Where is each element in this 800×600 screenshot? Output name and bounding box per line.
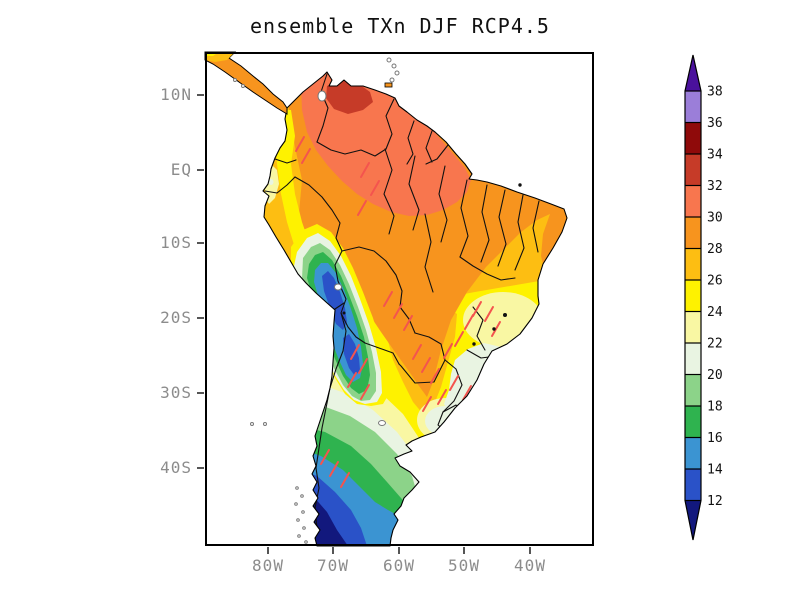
central-america (204, 51, 288, 115)
coastline (262, 71, 568, 547)
lon-label-70w: 70W (317, 556, 349, 575)
lat-tick (197, 467, 204, 469)
lat-tick (197, 317, 204, 319)
svg-text:28: 28 (707, 242, 723, 257)
lon-tick (463, 547, 465, 554)
lon-label-60w: 60W (383, 556, 415, 575)
lat-tick (197, 392, 204, 394)
colorbar: 38 36 34 32 30 28 26 24 22 20 18 16 14 1… (684, 54, 723, 541)
lakes (317, 90, 522, 426)
map-frame (205, 52, 594, 546)
svg-text:36: 36 (707, 116, 723, 131)
svg-text:18: 18 (707, 400, 723, 415)
lat-tick (197, 169, 204, 171)
lon-tick (529, 547, 531, 554)
lat-label-10n: 10N (160, 85, 192, 104)
lon-label-50w: 50W (448, 556, 480, 575)
lat-label-20s: 20S (160, 308, 192, 327)
lon-label-40w: 40W (514, 556, 546, 575)
lon-tick (267, 547, 269, 554)
lon-label-80w: 80W (252, 556, 284, 575)
svg-text:14: 14 (707, 463, 723, 478)
svg-text:32: 32 (707, 179, 723, 194)
svg-text:12: 12 (707, 494, 723, 509)
colorbar-under-triangle (685, 500, 701, 540)
colorbar-outline (684, 54, 702, 541)
lon-tick (398, 547, 400, 554)
svg-text:34: 34 (707, 148, 723, 163)
svg-text:22: 22 (707, 337, 723, 352)
svg-text:24: 24 (707, 305, 723, 320)
islands (250, 57, 400, 544)
lat-label-40s: 40S (160, 458, 192, 477)
lat-label-30s: 30S (160, 383, 192, 402)
svg-text:16: 16 (707, 431, 723, 446)
svg-text:20: 20 (707, 368, 723, 383)
lon-tick (332, 547, 334, 554)
lat-label-10s: 10S (160, 233, 192, 252)
lat-label-eq: EQ (170, 160, 192, 179)
svg-text:38: 38 (707, 85, 723, 100)
map-panel (204, 51, 594, 547)
hatch-marks (295, 136, 501, 488)
contour-fills (263, 72, 567, 546)
svg-text:26: 26 (707, 274, 723, 289)
trinidad-island (384, 82, 393, 88)
colorbar-over-triangle (685, 55, 701, 91)
colorbar-labels: 38 36 34 32 30 28 26 24 22 20 18 16 14 1… (707, 85, 723, 510)
plot-title: ensemble TXn DJF RCP4.5 (250, 14, 550, 38)
svg-text:30: 30 (707, 211, 723, 226)
lat-tick (197, 242, 204, 244)
lat-tick (197, 94, 204, 96)
